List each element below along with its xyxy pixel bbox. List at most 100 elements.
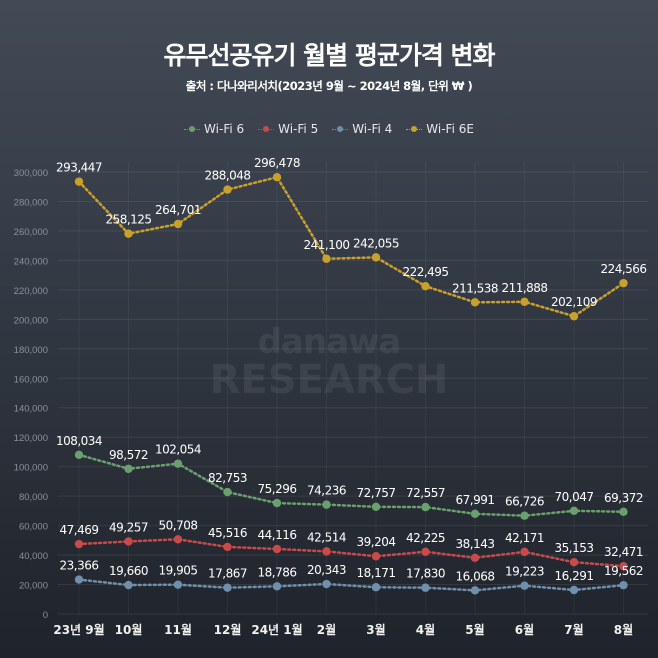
data-label: 75,296 (258, 482, 297, 496)
data-label: 108,034 (56, 434, 102, 448)
data-label: 32,471 (604, 545, 643, 559)
data-label: 222,495 (402, 265, 448, 279)
data-point (520, 547, 529, 557)
legend-item-wifi6e[interactable]: Wi-Fi 6E (406, 122, 474, 136)
data-label: 23,366 (60, 559, 99, 573)
data-point (371, 552, 381, 561)
data-label: 211,538 (452, 281, 498, 295)
series-line-wifi5 (77, 538, 625, 568)
data-label: 19,562 (604, 564, 643, 578)
data-point (173, 219, 183, 229)
data-label: 38,143 (456, 537, 495, 551)
series-line-wifi6 (77, 453, 625, 517)
data-label: 20,343 (307, 563, 346, 577)
data-label: 296,478 (254, 156, 300, 170)
x-tick-label: 6월 (515, 622, 534, 637)
x-tick-label: 24년 1월 (251, 622, 302, 637)
data-point (124, 229, 133, 238)
data-label: 72,757 (357, 486, 396, 500)
data-point (569, 585, 579, 595)
data-label: 35,153 (555, 541, 594, 555)
data-label: 17,830 (406, 567, 445, 581)
data-label: 258,125 (105, 213, 151, 227)
data-label: 69,372 (604, 491, 643, 505)
data-label: 72,557 (406, 486, 445, 500)
data-point (619, 580, 628, 590)
data-point (124, 537, 133, 546)
data-label: 264,701 (155, 203, 201, 217)
y-tick-label: 80,000 (19, 492, 48, 503)
data-point (619, 278, 628, 288)
data-point (569, 558, 579, 567)
data-point (223, 583, 232, 592)
data-point (272, 582, 282, 591)
data-label: 74,236 (307, 484, 346, 498)
data-label: 211,888 (501, 281, 547, 295)
data-label: 16,291 (555, 569, 594, 583)
data-label: 19,905 (159, 564, 198, 578)
data-point (371, 583, 381, 592)
data-label: 18,786 (258, 565, 297, 579)
legend-label: Wi-Fi 4 (352, 122, 393, 136)
data-point (74, 450, 84, 460)
y-tick-label: 220,000 (14, 286, 48, 297)
y-tick-label: 120,000 (14, 433, 48, 444)
chart-subtitle: 출처 : 다나와리서치(2023년 9월 ~ 2024년 8월, 단위 ₩ ) (185, 79, 473, 93)
data-point (124, 580, 133, 590)
legend-item-wifi4[interactable]: Wi-Fi 4 (332, 122, 392, 136)
legend-item-wifi5[interactable]: Wi-Fi 5 (258, 122, 318, 136)
x-tick-label: 4월 (416, 622, 435, 637)
data-point (173, 580, 183, 589)
data-label: 49,257 (109, 520, 148, 534)
data-point (124, 464, 133, 473)
data-label: 42,514 (307, 530, 346, 544)
data-point (619, 507, 628, 516)
x-tick-label: 11월 (164, 622, 192, 637)
data-label: 18,171 (357, 566, 396, 580)
data-label: 102,054 (155, 443, 201, 457)
legend-marker (258, 126, 275, 132)
y-tick-label: 240,000 (14, 256, 48, 267)
x-tick-label: 7월 (564, 622, 583, 637)
data-label: 98,572 (109, 448, 148, 462)
data-label: 19,660 (109, 564, 148, 578)
y-tick-label: 100,000 (14, 463, 48, 474)
data-point (569, 506, 579, 515)
data-label: 242,055 (353, 236, 399, 250)
data-label: 224,566 (600, 262, 646, 276)
legend-label: Wi-Fi 6E (426, 122, 474, 136)
y-tick-label: 260,000 (14, 227, 48, 238)
data-label: 39,204 (357, 535, 396, 549)
legend: Wi-Fi 6 Wi-Fi 5 Wi-Fi 4 Wi-Fi 6E (0, 122, 658, 136)
x-tick-label: 5월 (465, 622, 484, 637)
data-label: 82,753 (208, 471, 247, 485)
data-label: 67,991 (456, 493, 495, 507)
y-tick-label: 280,000 (14, 197, 48, 208)
x-tick-label: 23년 9월 (53, 622, 104, 637)
data-label: 288,048 (204, 169, 250, 183)
series-line-wifi4 (77, 578, 625, 592)
data-point (322, 254, 331, 263)
data-point (223, 542, 232, 552)
legend-label: Wi-Fi 6 (204, 122, 245, 136)
y-tick-label: 140,000 (14, 404, 48, 415)
data-point (421, 281, 430, 291)
y-tick-label: 20,000 (19, 581, 48, 592)
data-point (322, 547, 331, 556)
data-point (520, 511, 529, 520)
data-point (470, 509, 480, 519)
data-label: 70,047 (555, 490, 594, 504)
data-label: 42,225 (406, 531, 445, 545)
data-point (470, 553, 480, 563)
chart-title: 유무선공유기 월별 평균가격 변화 (163, 41, 495, 70)
y-tick-label: 60,000 (19, 522, 48, 533)
data-point (74, 575, 84, 584)
data-point (173, 459, 183, 468)
x-tick-label: 3월 (366, 622, 385, 637)
data-point (520, 297, 529, 307)
data-point (223, 185, 232, 194)
data-label: 241,100 (303, 238, 349, 252)
data-point (421, 502, 430, 512)
legend-item-wifi6[interactable]: Wi-Fi 6 (184, 122, 244, 136)
